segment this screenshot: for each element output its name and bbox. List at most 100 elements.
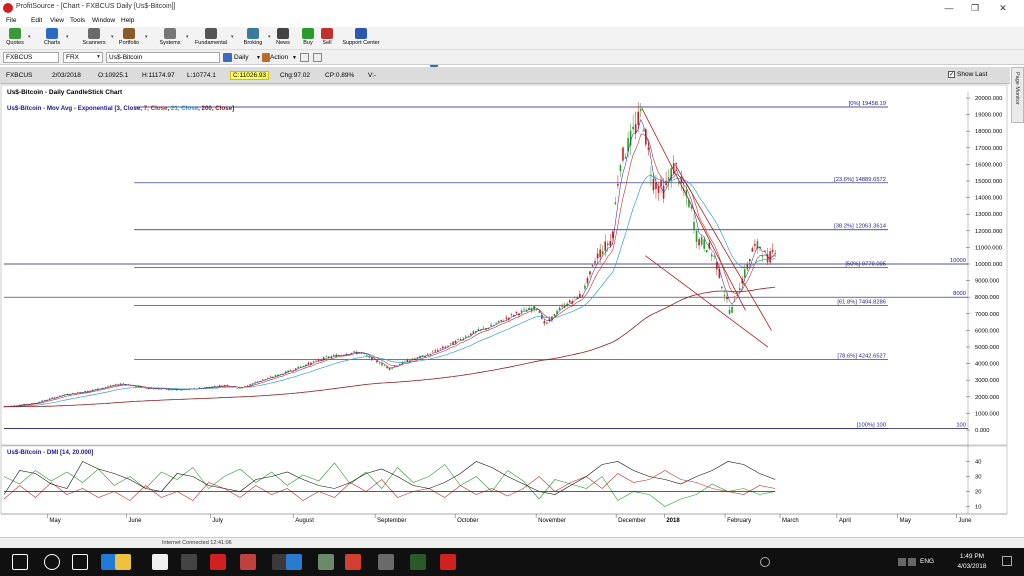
chart-area[interactable]: Us$-Bitcoin - Daily CandleStick Chart Us$… bbox=[0, 84, 1010, 530]
systems-button[interactable]: Systems ▾ bbox=[156, 28, 189, 49]
y-tick-label: 8000.000 bbox=[975, 295, 999, 301]
candle-body bbox=[490, 324, 492, 327]
chart-canvas[interactable]: Us$-Bitcoin - Daily CandleStick Chart Us$… bbox=[0, 84, 1010, 530]
candle-body bbox=[754, 243, 756, 246]
broking-button[interactable]: Broking ▾ bbox=[240, 28, 271, 49]
candle-body bbox=[155, 388, 158, 390]
show-last-checkbox[interactable]: ✓ bbox=[948, 71, 955, 78]
file-explorer-icon[interactable] bbox=[115, 554, 131, 570]
exchange-select[interactable]: FRX ▼ bbox=[63, 52, 103, 63]
dropdown-arrow-icon[interactable]: ▾ bbox=[28, 34, 31, 40]
candle-body bbox=[218, 385, 221, 386]
windows-start-icon[interactable] bbox=[12, 554, 28, 570]
app2-icon[interactable] bbox=[410, 554, 426, 570]
edge-icon[interactable] bbox=[101, 554, 117, 570]
network-icon[interactable] bbox=[898, 558, 906, 566]
menu-bar: File Edit View Tools Window Help bbox=[0, 16, 1024, 27]
people-icon[interactable] bbox=[760, 557, 770, 567]
period-select[interactable]: Daily bbox=[234, 54, 249, 61]
task-view-icon[interactable] bbox=[72, 554, 88, 570]
y-tick-label: 3000.000 bbox=[975, 378, 999, 384]
candle-body bbox=[576, 296, 579, 300]
trend-line bbox=[645, 255, 769, 348]
menu-help[interactable]: Help bbox=[121, 17, 135, 24]
charts-button[interactable]: Charts ▾ bbox=[40, 28, 69, 49]
dropdown-arrow-icon[interactable]: ▾ bbox=[231, 34, 234, 40]
dropdown-arrow-icon[interactable]: ▾ bbox=[145, 34, 148, 40]
period-dropdown-icon[interactable]: ▼ bbox=[256, 55, 261, 61]
support-center-button[interactable]: Support Center bbox=[339, 28, 383, 49]
chrome-icon[interactable] bbox=[345, 554, 361, 570]
x-tick-label: September bbox=[377, 518, 406, 524]
candle-body bbox=[239, 388, 241, 390]
x-tick-label: May bbox=[49, 518, 60, 524]
menu-window[interactable]: Window bbox=[92, 17, 116, 24]
symbol-name-field[interactable]: Us$-Bitcoin bbox=[106, 52, 220, 63]
menu-tools[interactable]: Tools bbox=[70, 17, 86, 24]
candle-body bbox=[152, 388, 155, 390]
close-button[interactable]: ✕ bbox=[999, 3, 1007, 13]
action-menu[interactable]: Action bbox=[270, 54, 289, 61]
candle-body bbox=[244, 386, 246, 387]
candle-body bbox=[365, 355, 368, 356]
paint-icon[interactable] bbox=[240, 554, 256, 570]
dropdown-arrow-icon[interactable]: ▾ bbox=[268, 34, 271, 40]
profitsource-icon[interactable] bbox=[440, 554, 456, 570]
dropdown-arrow-icon[interactable]: ▾ bbox=[111, 34, 114, 40]
buy-button[interactable]: Buy bbox=[301, 28, 315, 49]
candle-body bbox=[109, 385, 112, 387]
candle-body bbox=[373, 358, 376, 360]
candle-body bbox=[713, 255, 716, 257]
dropdown-arrow-icon[interactable]: ▾ bbox=[186, 34, 189, 40]
candle-body bbox=[363, 353, 366, 354]
chart-tools-icon[interactable] bbox=[313, 53, 322, 62]
kmart-icon[interactable] bbox=[210, 554, 226, 570]
symbol-code-field[interactable]: FXBCUS bbox=[3, 52, 59, 63]
fib-level-label: [38.2%] 12063.3614 bbox=[834, 224, 887, 230]
portfolio-button[interactable]: Portfolio ▾ bbox=[115, 28, 148, 49]
photo-icon[interactable] bbox=[318, 554, 334, 570]
candle-body bbox=[731, 306, 733, 313]
maximize-button[interactable]: ❐ bbox=[970, 3, 980, 13]
fundamental-button[interactable]: Fundamental ▾ bbox=[193, 28, 234, 49]
candle-body bbox=[543, 320, 546, 324]
candle-body bbox=[492, 325, 495, 326]
candle-body bbox=[355, 351, 358, 354]
candle-body bbox=[223, 385, 226, 386]
language-indicator[interactable]: ENG bbox=[920, 558, 935, 565]
news-button[interactable]: News bbox=[273, 28, 293, 49]
y-tick-label: 1000.000 bbox=[975, 411, 999, 417]
menu-edit[interactable]: Edit bbox=[31, 17, 43, 24]
candle-body bbox=[249, 384, 251, 385]
x-tick-label: June bbox=[128, 518, 142, 524]
store-icon[interactable] bbox=[152, 554, 168, 570]
x-tick-label: August bbox=[295, 518, 314, 524]
page-monitor-tab[interactable]: Page Monitor bbox=[1011, 67, 1024, 123]
chart-settings-icon[interactable] bbox=[300, 53, 309, 62]
candle-body bbox=[637, 111, 640, 126]
dropdown-arrow-icon[interactable]: ▾ bbox=[66, 34, 69, 40]
reference-line-label: 8000 bbox=[953, 291, 966, 297]
minimize-button[interactable]: — bbox=[944, 3, 954, 13]
show-last-toggle[interactable]: ✓ Show Last bbox=[948, 71, 987, 78]
fib-level-label: [61.8%] 7494.8286 bbox=[837, 300, 886, 306]
sell-button[interactable]: Sell bbox=[320, 28, 334, 49]
system-clock[interactable]: 1:49 PM 4/03/2018 bbox=[950, 552, 994, 572]
x-tick-label: October bbox=[457, 518, 478, 524]
action-dropdown-icon[interactable]: ▼ bbox=[292, 55, 297, 61]
shield-icon[interactable] bbox=[286, 554, 302, 570]
scanners-button[interactable]: Scanners ▾ bbox=[79, 28, 114, 49]
quotes-button[interactable]: Quotes ▾ bbox=[4, 28, 31, 49]
app-icon[interactable] bbox=[378, 554, 394, 570]
candle-body bbox=[738, 288, 741, 291]
files-icon[interactable] bbox=[272, 554, 288, 570]
menu-file[interactable]: File bbox=[6, 17, 17, 24]
search-icon[interactable] bbox=[44, 554, 60, 570]
menu-view[interactable]: View bbox=[50, 17, 64, 24]
volume-icon[interactable] bbox=[908, 558, 916, 566]
candle-body bbox=[269, 376, 272, 378]
calculator-icon[interactable] bbox=[181, 554, 197, 570]
candle-body bbox=[447, 345, 449, 347]
candle-body bbox=[622, 147, 624, 161]
notifications-icon[interactable] bbox=[1002, 556, 1012, 566]
